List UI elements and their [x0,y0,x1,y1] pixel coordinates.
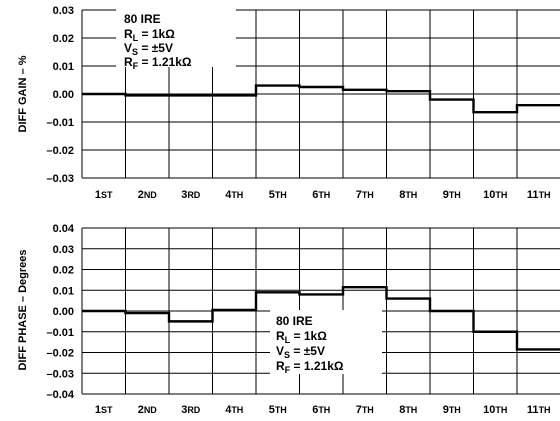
annotation-ire: 80 IRE [276,314,313,328]
y-tick-label: 0.02 [53,33,74,45]
x-tick-label: 1ST [95,189,113,201]
annotation-rl: RL = 1kΩ [124,27,175,43]
x-tick-label: 10TH [483,189,507,201]
x-tick-label: 8TH [399,404,417,416]
annotation-ire: 80 IRE [124,12,161,26]
x-tick-label: 4TH [225,404,243,416]
x-tick-label: 5TH [269,404,287,416]
x-tick-label: 11TH [527,404,551,416]
y-tick-label: 0.03 [53,244,74,256]
x-tick-label: 9TH [443,189,461,201]
x-tick-label: 3RD [181,189,201,201]
x-tick-label: 5TH [269,189,287,201]
y-tick-label: 0.00 [53,306,74,318]
y-tick-label: –0.04 [46,389,74,401]
y-tick-label: –0.03 [46,173,74,185]
x-tick-label: 3RD [181,404,201,416]
x-tick-label: 6TH [312,189,330,201]
y-tick-label: 0.04 [53,223,75,235]
x-tick-label: 10TH [483,404,507,416]
x-tick-label: 9TH [443,404,461,416]
annotation-vs: VS = ±5V [276,344,325,360]
x-tick-label: 6TH [312,404,330,416]
y-tick-label: 0.02 [53,265,74,277]
diff-gain-ylabel: DIFF GAIN – % [17,55,29,132]
annotation-rf: RF = 1.21kΩ [276,359,344,375]
diff-phase-annotation: 80 IRE RL = 1kΩ VS = ±5V RF = 1.21kΩ [270,310,382,375]
annotation-rl: RL = 1kΩ [276,329,327,345]
annotation-vs: VS = ±5V [124,41,173,57]
x-tick-label: 8TH [399,189,417,201]
x-tick-label: 1ST [95,404,113,416]
y-tick-label: –0.01 [46,117,74,129]
y-tick-label: 0.01 [53,61,74,73]
y-tick-label: –0.03 [46,368,74,380]
diff-gain-chart: DIFF GAIN – % 0.03 0.02 0.01 0.00 –0.01 –0.02… [17,5,560,201]
y-tick-label: –0.02 [46,348,74,360]
y-tick-label: 0.03 [53,5,74,17]
diff-gain-series [82,84,560,114]
x-tick-label: 11TH [527,189,551,201]
x-tick-label: 2ND [138,189,158,201]
y-tick-label: 0.01 [53,285,74,297]
annotation-rf: RF = 1.21kΩ [124,55,192,71]
y-tick-label: 0.00 [53,89,74,101]
x-tick-label: 7TH [356,189,374,201]
y-tick-label: –0.01 [46,327,74,339]
x-tick-label: 2ND [138,404,158,416]
diff-phase-series [82,285,560,351]
diff-gain-annotation: 80 IRE RL = 1kΩ VS = ±5V RF = 1.21kΩ [116,7,236,71]
diff-phase-ylabel: DIFF PHASE – Degrees [17,249,29,370]
x-tick-label: 7TH [356,404,374,416]
diff-phase-chart: DIFF PHASE – Degrees 0.04 0.03 0.02 0.01 0.0… [17,223,560,416]
y-tick-label: –0.02 [46,145,74,157]
x-tick-label: 4TH [225,189,243,201]
